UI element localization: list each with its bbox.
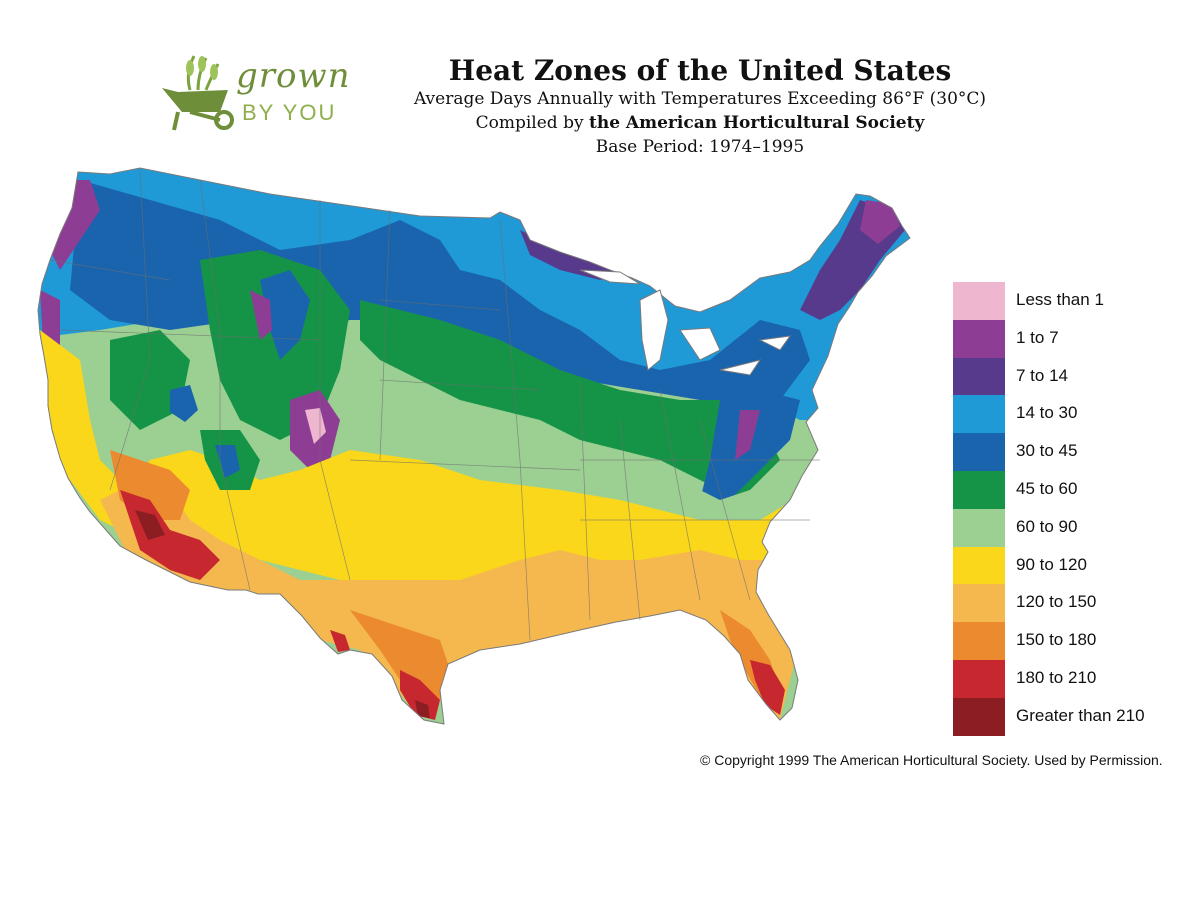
legend-row: Less than 1	[953, 282, 1183, 320]
legend-row: 60 to 90	[953, 508, 1183, 547]
legend-swatch	[953, 622, 1005, 660]
grown-by-you-logo: grown BY YOU	[160, 50, 370, 135]
legend-label: 14 to 30	[1016, 403, 1078, 423]
legend-row: 150 to 180	[953, 622, 1183, 660]
legend-row: 45 to 60	[953, 470, 1183, 509]
legend-label: 7 to 14	[1016, 365, 1068, 385]
legend-swatch	[953, 546, 1005, 585]
copyright-notice: © Copyright 1999 The American Horticultu…	[700, 752, 1163, 768]
legend-row: 90 to 120	[953, 546, 1183, 585]
legend-label: 30 to 45	[1016, 441, 1078, 461]
legend-swatch	[953, 697, 1005, 736]
legend-swatch	[953, 319, 1005, 358]
legend-swatch	[953, 433, 1005, 471]
legend-row: 120 to 150	[953, 584, 1183, 623]
logo-text-grown: grown	[236, 56, 351, 96]
wheelbarrow-icon	[162, 55, 234, 131]
us-heat-zone-map	[37, 167, 911, 725]
compiled-org: the American Horticultural Society	[588, 113, 925, 133]
legend-swatch	[953, 659, 1005, 698]
legend-label: 1 to 7	[1016, 327, 1059, 347]
legend-label: 150 to 180	[1016, 630, 1097, 650]
map-header: Heat Zones of the United States Average …	[370, 55, 1030, 159]
legend-row: 1 to 7	[953, 319, 1183, 358]
legend-swatch	[953, 395, 1005, 434]
compiled-by-line: Compiled by the American Horticultural S…	[370, 111, 1030, 135]
legend-row: 14 to 30	[953, 395, 1183, 434]
base-period: Base Period: 1974–1995	[595, 137, 805, 157]
legend-swatch	[953, 357, 1005, 396]
map-title: Heat Zones of the United States	[448, 54, 952, 87]
legend-row: 180 to 210	[953, 659, 1183, 698]
legend-label: 180 to 210	[1016, 667, 1097, 687]
legend-label: 90 to 120	[1016, 554, 1087, 574]
heat-zone-legend: Less than 1 1 to 7 7 to 14 14 to 30 30 t…	[953, 282, 1183, 736]
legend-label: Greater than 210	[1016, 705, 1145, 725]
logo-text-by-you: BY YOU	[242, 100, 337, 125]
legend-swatch	[953, 508, 1005, 547]
legend-label: 120 to 150	[1016, 592, 1097, 612]
legend-row: Greater than 210	[953, 697, 1183, 736]
legend-label: Less than 1	[1016, 290, 1104, 309]
legend-swatch	[953, 584, 1005, 623]
legend-row: 7 to 14	[953, 357, 1183, 396]
compiled-prefix: Compiled by	[475, 113, 589, 133]
legend-swatch	[953, 470, 1005, 509]
legend-label: 45 to 60	[1016, 478, 1078, 498]
map-subtitle: Average Days Annually with Temperatures …	[413, 89, 987, 109]
legend-swatch	[953, 282, 1005, 320]
legend-row: 30 to 45	[953, 433, 1183, 471]
legend-label: 60 to 90	[1016, 516, 1078, 536]
